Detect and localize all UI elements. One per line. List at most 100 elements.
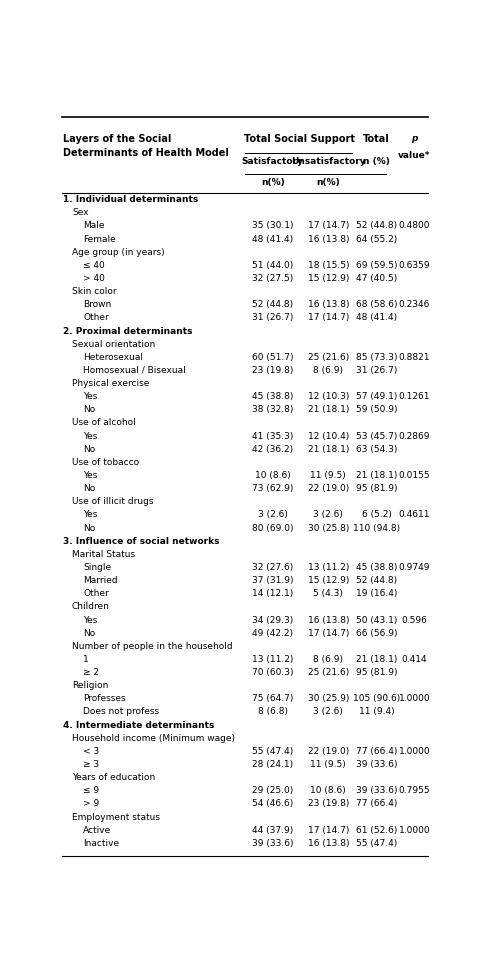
Text: Yes: Yes xyxy=(83,392,98,401)
Text: Use of tobacco: Use of tobacco xyxy=(72,457,139,467)
Text: 70 (60.3): 70 (60.3) xyxy=(252,668,293,677)
Text: Layers of the Social
Determinants of Health Model: Layers of the Social Determinants of Hea… xyxy=(64,134,229,157)
Text: 21 (18.1): 21 (18.1) xyxy=(308,405,349,414)
Text: 95 (81.9): 95 (81.9) xyxy=(356,484,397,493)
Text: 16 (13.8): 16 (13.8) xyxy=(307,839,349,848)
Text: Sexual orientation: Sexual orientation xyxy=(72,340,155,348)
Text: No: No xyxy=(83,445,95,454)
Text: 50 (43.1): 50 (43.1) xyxy=(356,616,397,624)
Text: No: No xyxy=(83,524,95,533)
Text: 3 (2.6): 3 (2.6) xyxy=(258,510,288,519)
Text: Inactive: Inactive xyxy=(83,839,119,848)
Text: 3. Influence of social networks: 3. Influence of social networks xyxy=(64,537,220,546)
Text: Other: Other xyxy=(83,590,109,598)
Text: Professes: Professes xyxy=(83,695,126,703)
Text: 48 (41.4): 48 (41.4) xyxy=(356,314,397,322)
Text: Single: Single xyxy=(83,563,111,572)
Text: 25 (21.6): 25 (21.6) xyxy=(308,668,349,677)
Text: Married: Married xyxy=(83,576,118,585)
Text: 23 (19.8): 23 (19.8) xyxy=(308,799,349,809)
Text: n(%): n(%) xyxy=(316,179,340,187)
Text: 34 (29.3): 34 (29.3) xyxy=(252,616,293,624)
Text: 35 (30.1): 35 (30.1) xyxy=(252,221,293,231)
Text: Skin color: Skin color xyxy=(72,288,117,296)
Text: 69 (59.5): 69 (59.5) xyxy=(356,261,397,270)
Text: 32 (27.6): 32 (27.6) xyxy=(252,563,293,572)
Text: 59 (50.9): 59 (50.9) xyxy=(356,405,397,414)
Text: Active: Active xyxy=(83,826,111,835)
Text: 19 (16.4): 19 (16.4) xyxy=(356,590,397,598)
Text: 23 (19.8): 23 (19.8) xyxy=(252,366,293,375)
Text: Religion: Religion xyxy=(72,681,109,690)
Text: 29 (25.0): 29 (25.0) xyxy=(252,786,293,795)
Text: 52 (44.8): 52 (44.8) xyxy=(356,576,397,585)
Text: 3 (2.6): 3 (2.6) xyxy=(314,510,343,519)
Text: Children: Children xyxy=(72,602,110,612)
Text: ≥ 3: ≥ 3 xyxy=(83,760,99,769)
Text: 63 (54.3): 63 (54.3) xyxy=(356,445,397,454)
Text: 31 (26.7): 31 (26.7) xyxy=(252,314,293,322)
Text: Use of alcohol: Use of alcohol xyxy=(72,419,136,427)
Text: 39 (33.6): 39 (33.6) xyxy=(356,786,397,795)
Text: 31 (26.7): 31 (26.7) xyxy=(356,366,397,375)
Text: 37 (31.9): 37 (31.9) xyxy=(252,576,293,585)
Text: 30 (25.8): 30 (25.8) xyxy=(308,524,349,533)
Text: Use of illicit drugs: Use of illicit drugs xyxy=(72,497,153,507)
Text: 12 (10.3): 12 (10.3) xyxy=(308,392,349,401)
Text: Number of people in the household: Number of people in the household xyxy=(72,642,233,650)
Text: p: p xyxy=(411,134,417,144)
Text: 0.4800: 0.4800 xyxy=(399,221,430,231)
Text: 4. Intermediate determinants: 4. Intermediate determinants xyxy=(64,721,215,730)
Text: 16 (13.8): 16 (13.8) xyxy=(307,300,349,309)
Text: Sex: Sex xyxy=(72,208,88,217)
Text: 1: 1 xyxy=(83,655,89,664)
Text: 0.414: 0.414 xyxy=(402,655,427,664)
Text: 45 (38.8): 45 (38.8) xyxy=(252,392,293,401)
Text: Satisfactory: Satisfactory xyxy=(242,156,304,166)
Text: 17 (14.7): 17 (14.7) xyxy=(308,826,349,835)
Text: 17 (14.7): 17 (14.7) xyxy=(308,628,349,638)
Text: 53 (45.7): 53 (45.7) xyxy=(356,431,397,441)
Text: 8 (6.9): 8 (6.9) xyxy=(313,655,343,664)
Text: 8 (6.8): 8 (6.8) xyxy=(258,707,288,716)
Text: Years of education: Years of education xyxy=(72,773,155,783)
Text: 0.4611: 0.4611 xyxy=(399,510,430,519)
Text: Does not profess: Does not profess xyxy=(83,707,159,716)
Text: 21 (18.1): 21 (18.1) xyxy=(356,655,397,664)
Text: 45 (38.8): 45 (38.8) xyxy=(356,563,397,572)
Text: 42 (36.2): 42 (36.2) xyxy=(252,445,293,454)
Text: 12 (10.4): 12 (10.4) xyxy=(308,431,349,441)
Text: 25 (21.6): 25 (21.6) xyxy=(308,353,349,362)
Text: 68 (58.6): 68 (58.6) xyxy=(356,300,397,309)
Text: 15 (12.9): 15 (12.9) xyxy=(308,274,349,283)
Text: 77 (66.4): 77 (66.4) xyxy=(356,747,397,756)
Text: Household income (Minimum wage): Household income (Minimum wage) xyxy=(72,733,235,743)
Text: Male: Male xyxy=(83,221,105,231)
Text: Homosexual / Bisexual: Homosexual / Bisexual xyxy=(83,366,186,375)
Text: 55 (47.4): 55 (47.4) xyxy=(252,747,293,756)
Text: 57 (49.1): 57 (49.1) xyxy=(356,392,397,401)
Text: 47 (40.5): 47 (40.5) xyxy=(356,274,397,283)
Text: 55 (47.4): 55 (47.4) xyxy=(356,839,397,848)
Text: Total Social Support: Total Social Support xyxy=(244,134,355,145)
Text: 77 (66.4): 77 (66.4) xyxy=(356,799,397,809)
Text: ≤ 40: ≤ 40 xyxy=(83,261,105,270)
Text: 64 (55.2): 64 (55.2) xyxy=(356,234,397,243)
Text: 0.6359: 0.6359 xyxy=(399,261,430,270)
Text: No: No xyxy=(83,484,95,493)
Text: ≥ 2: ≥ 2 xyxy=(83,668,99,677)
Text: Other: Other xyxy=(83,314,109,322)
Text: Yes: Yes xyxy=(83,471,98,480)
Text: 0.1261: 0.1261 xyxy=(399,392,430,401)
Text: Yes: Yes xyxy=(83,616,98,624)
Text: Total: Total xyxy=(363,134,390,145)
Text: Female: Female xyxy=(83,234,116,243)
Text: 0.2346: 0.2346 xyxy=(399,300,430,309)
Text: Unsatisfactory: Unsatisfactory xyxy=(291,156,366,166)
Text: Brown: Brown xyxy=(83,300,111,309)
Text: 0.7955: 0.7955 xyxy=(399,786,430,795)
Text: 21 (18.1): 21 (18.1) xyxy=(356,471,397,480)
Text: Heterosexual: Heterosexual xyxy=(83,353,143,362)
Text: 16 (13.8): 16 (13.8) xyxy=(307,234,349,243)
Text: 95 (81.9): 95 (81.9) xyxy=(356,668,397,677)
